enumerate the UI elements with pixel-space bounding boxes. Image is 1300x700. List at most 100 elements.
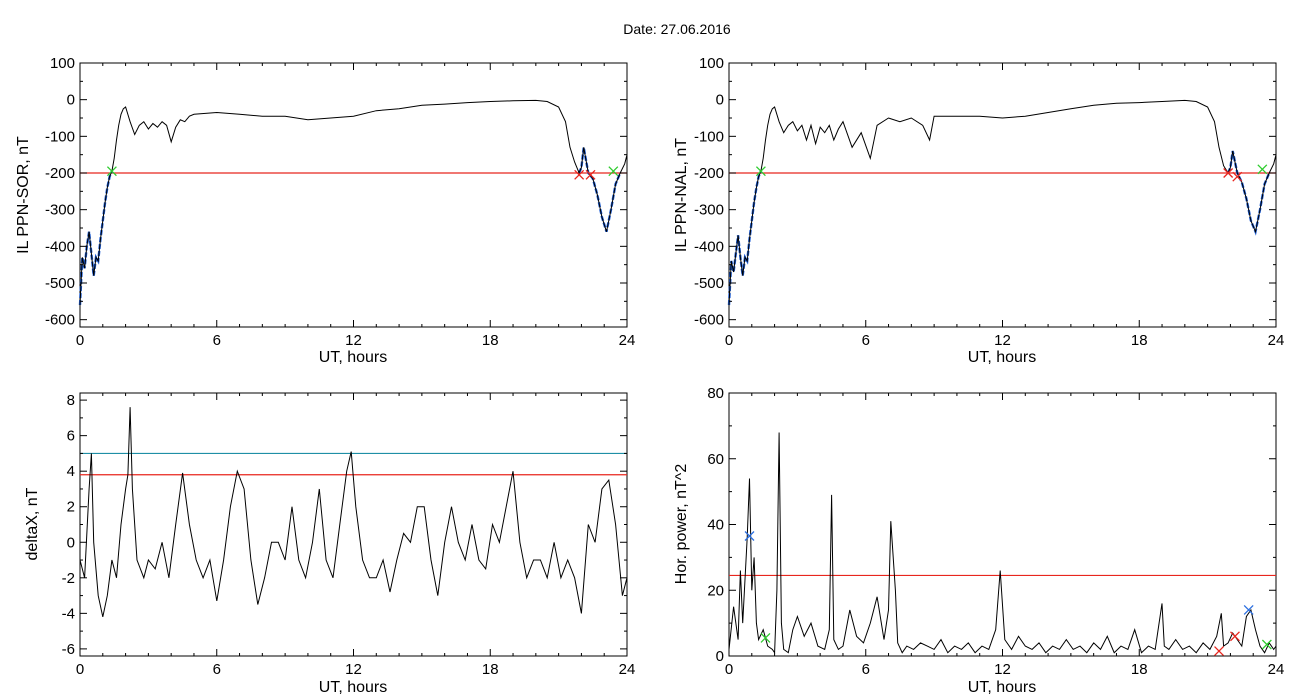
x-tick-label: 18 bbox=[482, 332, 499, 349]
x-tick-label: 24 bbox=[1268, 332, 1285, 349]
y-tick-label: -200 bbox=[45, 165, 75, 182]
y-tick-label: -600 bbox=[45, 312, 75, 329]
y-tick-label: 80 bbox=[707, 385, 724, 402]
event-markers bbox=[106, 166, 619, 180]
series-line bbox=[728, 99, 1277, 306]
x-tick-label: 18 bbox=[1131, 661, 1148, 678]
x-tick-label: 6 bbox=[213, 332, 221, 349]
event-marker bbox=[760, 632, 771, 643]
panel-deltax: 0 6 12 18 24 8 6 4 2 0 -2 -4 -6 UT, hours deltaX, n… bbox=[24, 392, 635, 696]
event-marker bbox=[608, 166, 619, 177]
x-ticks: 0 6 12 18 24 bbox=[76, 393, 636, 678]
x-tick-label: 0 bbox=[76, 661, 84, 678]
x-tick-label: 18 bbox=[1131, 332, 1148, 349]
panel-hor-power: 0 6 12 18 24 80 60 40 20 0 UT, hours Hor. power,… bbox=[673, 385, 1284, 696]
x-tick-label: 0 bbox=[725, 661, 733, 678]
event-markers bbox=[744, 531, 1272, 657]
plot-frame bbox=[79, 62, 628, 328]
x-tick-label: 6 bbox=[862, 332, 870, 349]
y-tick-label: 100 bbox=[50, 55, 75, 72]
y-tick-label: 0 bbox=[716, 92, 724, 109]
y-tick-label: -2 bbox=[62, 570, 75, 587]
x-tick-label: 12 bbox=[345, 332, 362, 349]
active-interval-line bbox=[577, 147, 622, 233]
x-tick-label: 6 bbox=[213, 661, 221, 678]
x-tick-label: 24 bbox=[619, 332, 636, 349]
y-tick-label: -300 bbox=[45, 202, 75, 219]
y-ticks: 8 6 4 2 0 -2 -4 -6 bbox=[62, 392, 627, 658]
event-marker bbox=[1243, 605, 1254, 615]
x-tick-label: 24 bbox=[619, 661, 636, 678]
plot-frame bbox=[79, 392, 628, 657]
x-tick-label: 0 bbox=[76, 332, 84, 349]
event-marker bbox=[1214, 646, 1224, 657]
y-tick-label: 0 bbox=[67, 92, 75, 109]
y-axis-label: IL PPN-NAL, nT bbox=[673, 138, 690, 252]
figure-title: Date: 27.06.2016 bbox=[623, 21, 731, 37]
x-tick-label: 12 bbox=[345, 661, 362, 678]
series-line bbox=[79, 99, 628, 306]
x-tick-label: 12 bbox=[994, 661, 1011, 678]
x-ticks: 0 6 12 18 24 bbox=[725, 393, 1285, 678]
y-axis-label: IL PPN-SOR, nT bbox=[15, 136, 32, 254]
y-tick-label: 20 bbox=[707, 582, 724, 599]
x-tick-label: 18 bbox=[482, 661, 499, 678]
y-tick-label: -500 bbox=[45, 275, 75, 292]
y-tick-label: 2 bbox=[67, 499, 75, 516]
y-tick-label: 100 bbox=[699, 55, 724, 72]
data-trace bbox=[79, 99, 628, 306]
panel-il-sor: 0 6 12 18 24 100 0 -100 -200 -300 -400 -500 -600 UT… bbox=[15, 55, 635, 366]
event-markers bbox=[755, 164, 1268, 182]
y-axis-label: deltaX, nT bbox=[24, 487, 41, 560]
panel-il-nal: 0 6 12 18 24 100 0 -100 -200 -300 -400 -500 -600 UT… bbox=[673, 55, 1284, 366]
data-trace bbox=[728, 99, 1277, 306]
x-tick-label: 6 bbox=[862, 661, 870, 678]
x-tick-label: 24 bbox=[1268, 661, 1285, 678]
y-tick-label: 40 bbox=[707, 517, 724, 534]
y-tick-label: 0 bbox=[67, 534, 75, 551]
event-marker bbox=[574, 169, 585, 180]
series-line bbox=[728, 432, 1277, 655]
y-ticks: 100 0 -100 -200 -300 -400 -500 -600 bbox=[45, 55, 627, 329]
y-tick-label: -4 bbox=[62, 605, 75, 622]
active-trace bbox=[78, 147, 622, 306]
y-tick-label: 6 bbox=[67, 428, 75, 445]
data-trace bbox=[79, 407, 628, 618]
y-tick-label: -600 bbox=[694, 312, 724, 329]
x-ticks: 0 6 12 18 24 bbox=[76, 63, 636, 349]
event-marker bbox=[1230, 631, 1240, 642]
x-axis-label: UT, hours bbox=[968, 349, 1036, 366]
y-ticks: 80 60 40 20 0 bbox=[707, 385, 1276, 665]
x-tick-label: 12 bbox=[994, 332, 1011, 349]
y-tick-label: 0 bbox=[716, 648, 724, 665]
series-line bbox=[79, 407, 628, 618]
event-marker bbox=[1232, 171, 1243, 182]
y-tick-label: -6 bbox=[62, 641, 75, 658]
y-tick-label: -100 bbox=[694, 128, 724, 145]
event-marker bbox=[585, 169, 596, 180]
x-axis-label: UT, hours bbox=[319, 349, 387, 366]
x-ticks: 0 6 12 18 24 bbox=[725, 63, 1285, 349]
y-tick-label: -400 bbox=[45, 238, 75, 255]
data-trace bbox=[728, 432, 1277, 655]
y-ticks: 100 0 -100 -200 -300 -400 -500 -600 bbox=[694, 55, 1276, 329]
y-tick-label: 8 bbox=[67, 392, 75, 409]
y-tick-label: -100 bbox=[45, 128, 75, 145]
y-tick-label: -400 bbox=[694, 238, 724, 255]
y-tick-label: 60 bbox=[707, 451, 724, 468]
event-marker bbox=[1261, 639, 1272, 650]
x-tick-label: 0 bbox=[725, 332, 733, 349]
y-tick-label: -300 bbox=[694, 202, 724, 219]
y-tick-label: -500 bbox=[694, 275, 724, 292]
plot-frame bbox=[728, 392, 1277, 657]
x-axis-label: UT, hours bbox=[968, 679, 1036, 696]
event-marker bbox=[1257, 164, 1268, 175]
plot-frame bbox=[728, 62, 1277, 328]
event-marker bbox=[744, 531, 755, 541]
y-tick-label: -200 bbox=[694, 165, 724, 182]
y-tick-label: 4 bbox=[67, 463, 75, 480]
x-axis-label: UT, hours bbox=[319, 679, 387, 696]
y-axis-label: Hor. power, nT^2 bbox=[673, 464, 690, 585]
event-marker bbox=[1223, 168, 1234, 178]
